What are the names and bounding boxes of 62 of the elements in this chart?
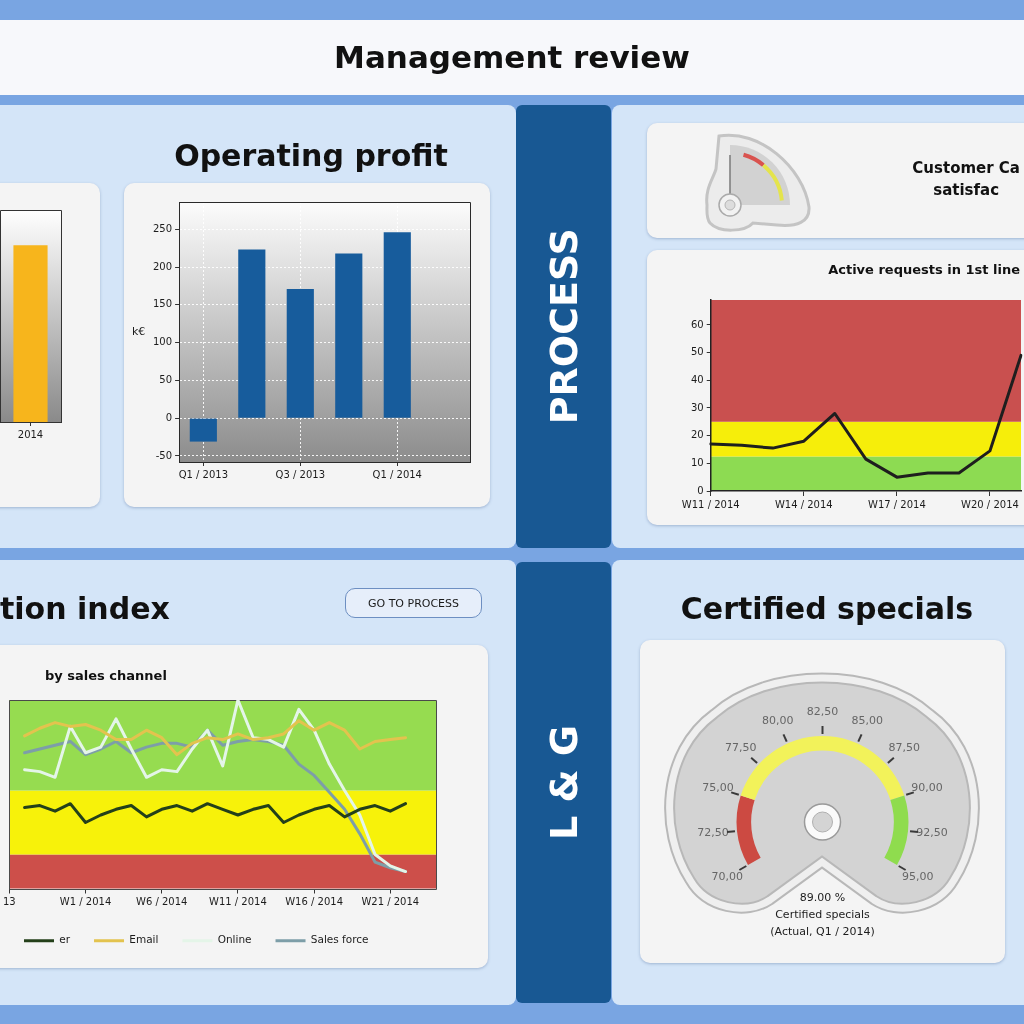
y-tick-label: 10 xyxy=(690,456,704,468)
y-tick-label: 150 xyxy=(152,298,173,310)
go-to-process-button[interactable]: GO TO PROCESS xyxy=(345,588,482,618)
bar xyxy=(286,288,314,418)
chart-subtitle: by sales channel xyxy=(45,668,167,684)
x-tick-label: W16 / 2014 xyxy=(285,896,343,908)
legend-label: Email xyxy=(129,933,159,946)
text: 77,50 xyxy=(725,741,757,755)
text: 85,00 xyxy=(851,714,883,728)
text: 87,50 xyxy=(888,741,920,755)
x-tick-label: W20 / 2014 xyxy=(961,498,1019,510)
x-tick-label: W1 / 2014 xyxy=(59,896,112,908)
x-tick-label: W14 / 2014 xyxy=(774,498,833,510)
text: 70,00 xyxy=(711,869,743,883)
x-tick-label: W11 / 2014 xyxy=(681,498,740,510)
x-tick-label: 2014 xyxy=(17,428,44,440)
y-tick-label: 40 xyxy=(690,373,704,385)
y-tick-label: 60 xyxy=(690,318,704,330)
text: L & G xyxy=(541,724,586,840)
x-tick-label: W17 / 2014 xyxy=(867,498,926,510)
y-axis-title: k€ xyxy=(132,324,146,338)
text: Customer Ca satisfac xyxy=(912,158,1020,201)
y-tick-label: 100 xyxy=(152,336,173,348)
x-tick-label: Q1 / 2014 xyxy=(372,468,422,480)
legend-label: er xyxy=(59,933,71,946)
text: 90,00 xyxy=(911,780,943,794)
y-tick-label: 50 xyxy=(159,373,173,385)
chart-title: Active requests in 1st line xyxy=(828,262,1020,278)
text: 82,50 xyxy=(806,704,839,718)
legend-label: Sales force xyxy=(310,933,369,946)
x-tick-label: W11 / 2014 xyxy=(209,896,267,908)
text: 75,00 xyxy=(702,780,734,794)
text: 72,50 xyxy=(697,826,729,840)
bar xyxy=(189,418,217,442)
chart-title: tion index xyxy=(0,590,170,626)
chart-title: Operating profit xyxy=(174,137,448,173)
text: (Actual, Q1 / 2014) xyxy=(770,924,875,938)
text: 80,00 xyxy=(762,714,794,728)
text: Certified specials xyxy=(775,907,871,921)
y-tick-label: 250 xyxy=(152,222,173,234)
y-tick-label: 0 xyxy=(165,411,173,423)
legend-label: Online xyxy=(217,933,252,946)
text: Management review xyxy=(334,39,690,76)
bar xyxy=(238,249,266,418)
text: PROCESS xyxy=(541,228,586,425)
y-tick-label: 0 xyxy=(697,484,704,496)
y-tick-label: 20 xyxy=(690,429,704,441)
bar xyxy=(335,253,363,418)
chart-title: Certified specials xyxy=(680,590,974,626)
x-tick-label: W21 / 2014 xyxy=(361,896,420,908)
x-tick-label: 13 xyxy=(3,896,16,908)
y-tick-label: -50 xyxy=(155,449,173,461)
y-tick-label: 30 xyxy=(690,401,704,413)
text: 89.00 % xyxy=(799,890,846,904)
y-tick-label: 50 xyxy=(690,346,704,358)
text: 95,00 xyxy=(902,869,934,883)
x-tick-label: Q3 / 2013 xyxy=(275,468,326,480)
x-tick-label: Q1 / 2013 xyxy=(178,468,229,480)
bar xyxy=(383,232,411,418)
x-tick-label: W6 / 2014 xyxy=(136,896,188,908)
y-tick-label: 200 xyxy=(152,260,173,272)
text: 92,50 xyxy=(916,826,948,840)
